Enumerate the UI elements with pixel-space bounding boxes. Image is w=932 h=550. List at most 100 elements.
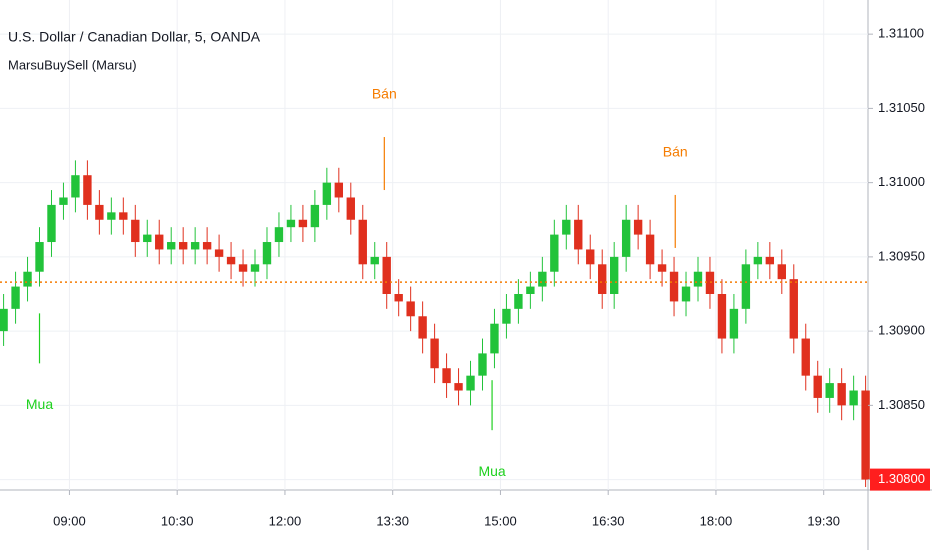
candle-body: [59, 197, 68, 205]
candle-body: [645, 234, 655, 265]
candle-body: [693, 271, 703, 287]
candle-body: [538, 271, 547, 287]
candle-body: [298, 219, 308, 228]
candle-body: [202, 242, 212, 250]
candle-body: [717, 294, 727, 339]
x-tick-label: 09:00: [53, 513, 86, 528]
candle-body: [801, 338, 810, 376]
candle-body: [669, 271, 679, 302]
candle-body: [598, 264, 607, 294]
candle-body: [167, 242, 176, 250]
signal-label: Bán: [372, 86, 397, 102]
plot: [0, 137, 870, 488]
candle-body: [358, 219, 367, 265]
grid: [0, 0, 868, 490]
signal-label: Mua: [26, 396, 53, 412]
signal-label: Mua: [478, 463, 505, 479]
x-tick-label: 18:00: [700, 513, 733, 528]
x-tick-label: 12:00: [269, 513, 302, 528]
candle-body: [418, 316, 427, 339]
candle-body: [286, 219, 296, 228]
y-tick-label: 1.31100: [878, 26, 924, 41]
candle-body: [119, 212, 128, 220]
candle-body: [226, 256, 236, 265]
x-tick-label: 19:30: [807, 513, 840, 528]
candle-body: [825, 383, 834, 398]
candle-body: [262, 242, 272, 265]
candle-body: [621, 219, 631, 257]
y-tick-label: 1.30900: [878, 323, 925, 338]
candle-body: [155, 234, 164, 250]
candle-body: [777, 264, 786, 280]
indicator-name: MarsuBuySell (Marsu): [8, 57, 137, 72]
candle-body: [190, 242, 200, 250]
candle-body: [11, 286, 20, 309]
candle-body: [454, 383, 463, 391]
candle-body: [310, 204, 320, 228]
candle-body: [526, 286, 535, 294]
candle-body: [370, 256, 379, 265]
candle-body: [95, 204, 104, 220]
candle-body: [346, 197, 355, 220]
candle-body: [849, 390, 858, 406]
chart-title: U.S. Dollar / Canadian Dollar, 5, OANDA: [8, 29, 261, 45]
candle-body: [574, 219, 583, 250]
candle-body: [274, 227, 284, 243]
last-price-box: [870, 468, 930, 491]
candle-body: [466, 375, 475, 391]
candle-body: [861, 390, 870, 480]
candle-body: [550, 234, 559, 272]
candle-body: [502, 308, 511, 324]
candle-body: [490, 323, 499, 354]
candle-body: [430, 338, 439, 369]
candle-body: [35, 242, 44, 272]
candle-body: [741, 264, 751, 309]
candle-body: [71, 175, 80, 198]
candle-body: [107, 212, 116, 220]
candle-body: [322, 182, 332, 205]
candle-body: [562, 219, 571, 235]
candle-body: [753, 256, 763, 265]
y-tick-label: 1.30850: [878, 397, 925, 412]
signal-label: Bán: [663, 144, 688, 160]
candle-body: [681, 286, 691, 302]
candle-body: [657, 264, 667, 272]
candle-body: [406, 301, 415, 317]
candle-body: [0, 308, 8, 332]
x-tick-label: 15:00: [484, 513, 517, 528]
candle-body: [143, 234, 152, 243]
candle-body: [478, 353, 487, 376]
candle-body: [729, 308, 739, 339]
candle-body: [514, 294, 523, 309]
x-tick-label: 13:30: [376, 513, 409, 528]
y-tick-label: 1.30950: [878, 248, 925, 263]
candle-body: [837, 383, 846, 406]
candle-body: [442, 368, 451, 384]
candle-body: [789, 279, 798, 339]
candle-body: [178, 242, 188, 250]
x-tick-label: 10:30: [161, 513, 194, 528]
candle-body: [83, 175, 92, 205]
candle-body: [813, 375, 822, 398]
candle-body: [382, 256, 391, 294]
candle-body: [586, 249, 595, 265]
candle-body: [23, 271, 32, 287]
candle-body: [609, 256, 619, 294]
y-tick-label: 1.31050: [878, 100, 925, 115]
candle-body: [131, 219, 140, 243]
candle-body: [214, 249, 224, 257]
y-tick-label: 1.31000: [878, 174, 925, 189]
last-price-label: 1.30800: [878, 471, 925, 486]
candle-body: [705, 271, 715, 294]
candle-body: [334, 182, 344, 198]
candle-body: [394, 294, 403, 302]
candle-body: [47, 204, 56, 243]
x-tick-label: 16:30: [592, 513, 625, 528]
candle-body: [250, 264, 260, 272]
candle-body: [633, 219, 643, 235]
candle-body: [238, 264, 248, 272]
candle-body: [765, 256, 775, 265]
